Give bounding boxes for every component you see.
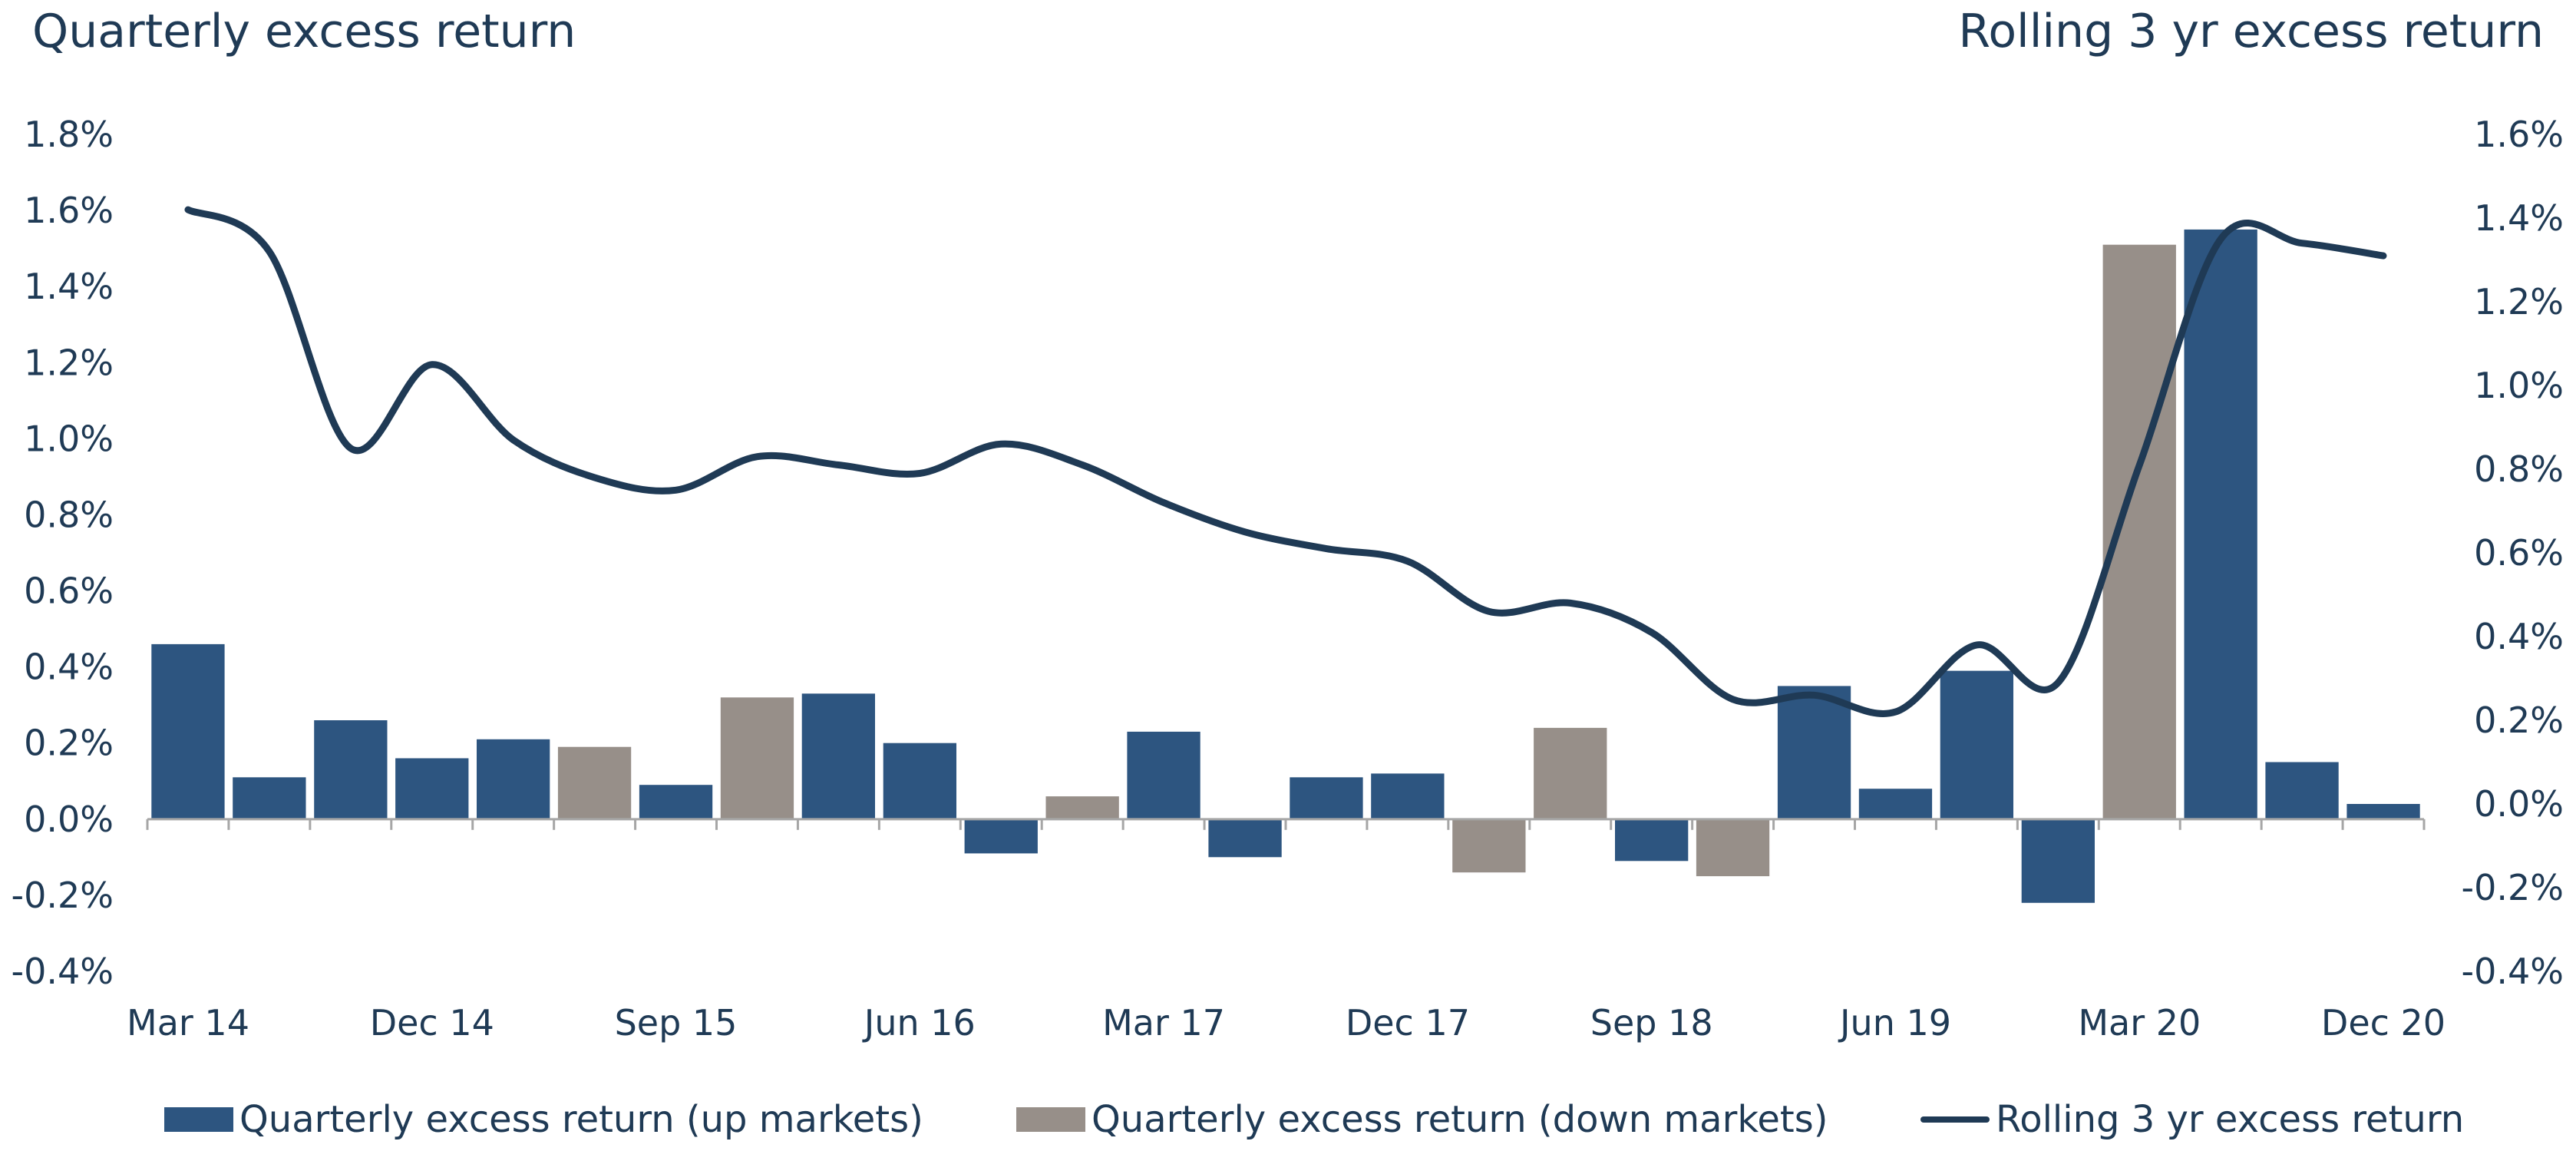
x-axis-tick-label: Sep 18: [1590, 1002, 1713, 1044]
left-axis-tick-label: 0.6%: [24, 571, 114, 612]
right-axis-tick-label: 0.2%: [2474, 700, 2564, 741]
right-axis-tick-label: 0.8%: [2474, 448, 2564, 490]
bar-up-mar-19: [1777, 686, 1851, 819]
bar-down-dec-15: [720, 697, 794, 819]
bar-up-jun-20: [2184, 229, 2257, 819]
right-axis-tick-label: 0.0%: [2474, 783, 2564, 825]
bar-up-mar-15: [477, 739, 550, 819]
left-axis-tick-label: 1.4%: [24, 266, 114, 307]
legend-label-up-markets: Quarterly excess return (up markets): [239, 1098, 923, 1141]
right-axis-tick-label: 0.6%: [2474, 532, 2564, 574]
legend-label-rolling: Rolling 3 yr excess return: [1996, 1098, 2465, 1141]
bar-up-jun-17: [1208, 819, 1282, 858]
bar-down-mar-18: [1452, 819, 1526, 873]
right-axis-tick-label: -0.2%: [2462, 867, 2564, 908]
bar-up-sep-14: [314, 720, 388, 819]
right-axis-tick-label: 1.0%: [2474, 365, 2564, 406]
legend-swatch-down-markets: [1016, 1107, 1085, 1132]
combo-chart: 1.8% 1.6% 1.4% 1.2% 1.0% 0.8% 0.6% 0.4% 0.2% 0.0%…: [12, 114, 2564, 1044]
left-axis-tick-label: -0.4%: [12, 951, 114, 992]
bar-up-dec-20: [2346, 804, 2420, 819]
bar-up-dec-14: [395, 758, 469, 819]
x-axis-tick-label: Jun 16: [862, 1002, 976, 1044]
bar-down-jun-15: [557, 746, 632, 819]
bar-up-jun-16: [883, 743, 956, 819]
right-axis-tick-label: -0.4%: [2462, 951, 2564, 992]
bar-up-jun-14: [233, 777, 306, 819]
bar-down-dec-18: [1696, 819, 1770, 877]
bar-up-dec-19: [2021, 819, 2095, 903]
bar-up-sep-16: [964, 819, 1038, 854]
left-axis-tick-label: 0.0%: [24, 799, 114, 840]
bar-up-sep-17: [1290, 777, 1363, 819]
bar-down-dec-16: [1045, 796, 1119, 819]
rolling-3yr-line: [184, 206, 2387, 717]
left-axis-tick-label: -0.2%: [12, 875, 114, 916]
bar-up-mar-16: [801, 693, 875, 819]
legend-item-rolling: Rolling 3 yr excess return: [1920, 1098, 2464, 1141]
right-axis-tick-label: 1.2%: [2474, 281, 2564, 322]
legend-swatch-up-markets: [164, 1107, 233, 1132]
right-axis-tick-label: 1.4%: [2474, 197, 2564, 239]
left-axis-tick-label: 0.8%: [24, 495, 114, 536]
right-axis-tick-label: 0.4%: [2474, 616, 2564, 657]
legend-item-up-markets: Quarterly excess return (up markets): [164, 1098, 923, 1141]
bar-up-sep-18: [1615, 819, 1689, 862]
left-axis-title: Quarterly excess return: [32, 5, 576, 58]
bar-up-jun-19: [1858, 789, 1933, 819]
x-axis-tick-label: Sep 15: [615, 1002, 738, 1044]
chart-legend: Quarterly excess return (up markets) Qua…: [0, 1098, 2576, 1144]
left-axis-tick-label: 0.2%: [24, 723, 114, 764]
bar-up-sep-19: [1940, 670, 2013, 819]
bar-up-sep-20: [2265, 762, 2339, 819]
left-axis-tick-label: 1.6%: [24, 190, 114, 231]
x-axis-tick-label: Dec 17: [1346, 1002, 1470, 1044]
x-axis-tick-label: Mar 17: [1102, 1002, 1225, 1044]
bar-down-jun-18: [1534, 727, 1607, 819]
bar-up-sep-15: [639, 785, 713, 819]
legend-label-down-markets: Quarterly excess return (down markets): [1091, 1098, 1828, 1141]
left-axis-tick-label: 1.2%: [24, 342, 114, 383]
x-axis-tick-label: Jun 19: [1838, 1002, 1951, 1044]
legend-item-down-markets: Quarterly excess return (down markets): [1016, 1098, 1828, 1141]
x-axis-tick-label: Mar 20: [2078, 1002, 2201, 1044]
x-axis-tick-label: Dec 14: [370, 1002, 494, 1044]
right-axis-title: Rolling 3 yr excess return: [1958, 5, 2544, 58]
left-axis-tick-label: 1.8%: [24, 114, 114, 155]
bar-up-dec-17: [1371, 773, 1445, 819]
left-axis-tick-label: 0.4%: [24, 647, 114, 688]
legend-swatch-rolling: [1920, 1116, 1990, 1123]
left-axis-tick-label: 1.0%: [24, 418, 114, 459]
right-axis-tick-label: 1.6%: [2474, 114, 2564, 155]
x-axis-tick-label: Dec 20: [2321, 1002, 2446, 1044]
bar-up-mar-14: [151, 643, 225, 819]
x-axis-tick-label: Mar 14: [127, 1002, 249, 1044]
bar-up-mar-17: [1127, 731, 1200, 819]
